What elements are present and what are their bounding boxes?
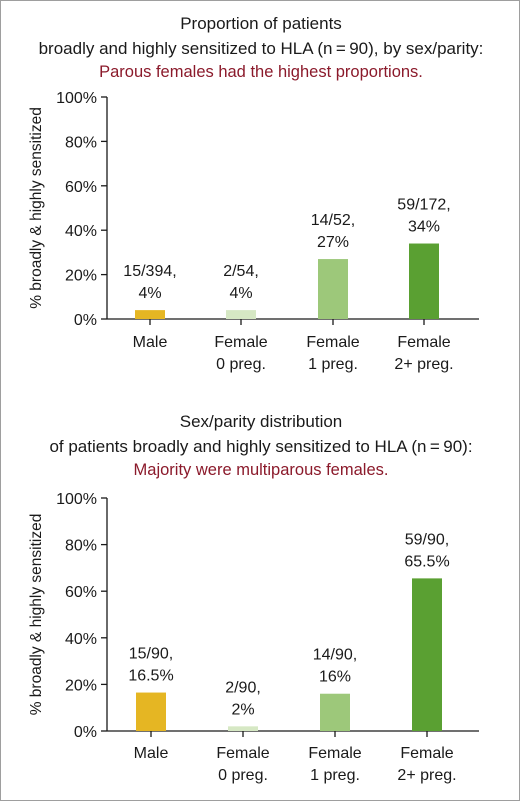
chart2-title-line-2: of patients broadly and highly sensitize… [49,437,472,456]
chart2-bar-2 [228,726,258,731]
chart1-y-tick-label: 20% [65,268,97,285]
chart1-bar-3 [318,259,348,319]
chart1-category-label-2-line-1: Female [214,334,267,351]
chart1-data-label-4-line-1: 59/172, [397,197,450,214]
chart2-bar-4 [412,578,442,731]
chart1-bar-4 [409,243,439,319]
chart1-bar-2 [226,310,256,319]
chart1-category-label-4-line-2: 2+ preg. [394,356,453,373]
chart1-category-label-3-line-2: 1 preg. [308,356,358,373]
chart2-category-label-2-line-2: 0 preg. [218,767,268,784]
chart1-category-label-4-line-1: Female [397,334,450,351]
chart1-data-label-3-line-2: 27% [317,234,349,251]
chart1-data-label-3-line-1: 14/52, [311,212,355,229]
chart2-data-label-2-line-1: 2/90, [225,679,261,696]
chart2-category-label-1-line-1: Male [134,745,169,762]
chart1-category-label-2-line-2: 0 preg. [216,356,266,373]
chart2-y-tick-label: 20% [65,677,97,694]
chart1-data-label-2-line-2: 4% [229,285,252,302]
chart2-data-label-3-line-1: 14/90, [313,647,357,664]
chart2-data-label-4-line-1: 59/90, [405,531,449,548]
chart1-category-label-3-line-1: Female [306,334,359,351]
chart2-category-label-4-line-1: Female [400,745,453,762]
chart1-title-line-1: Proportion of patients [180,14,342,33]
chart1-data-label-4-line-2: 34% [408,219,440,236]
chart2-category-label-2-line-1: Female [216,745,269,762]
chart1-title-line-2: broadly and highly sensitized to HLA (n … [39,39,484,58]
chart1-y-tick-label: 0% [74,312,97,329]
chart1-data-label-1-line-1: 15/394, [123,263,176,280]
chart2-data-label-1-line-2: 16.5% [128,668,173,685]
chart2-y-tick-label: 0% [74,724,97,741]
chart2-y-tick-label: 40% [65,631,97,648]
chart2-y-axis-label: % broadly & highly sensitized [28,514,45,716]
chart2-bar-3 [320,693,350,731]
chart2-y-tick-label: 100% [56,491,97,508]
chart2-data-label-1-line-1: 15/90, [129,646,173,663]
chart2-data-label-4-line-2: 65.5% [404,553,449,570]
chart2-title-line-1: Sex/parity distribution [180,412,343,431]
chart2-data-label-2-line-2: 2% [231,701,254,718]
chart1-subtitle: Parous females had the highest proportio… [99,63,423,81]
chart1-y-tick-label: 100% [56,90,97,107]
chart1-y-tick-label: 60% [65,179,97,196]
chart2-data-label-3-line-2: 16% [319,669,351,686]
chart1-bar-1 [135,310,165,319]
chart2-y-tick-label: 80% [65,538,97,555]
chart1-y-tick-label: 80% [65,134,97,151]
chart1-y-tick-label: 40% [65,223,97,240]
chart2-category-label-4-line-2: 2+ preg. [397,767,456,784]
chart2-bar-1 [136,692,166,731]
chart2-y-tick-label: 60% [65,584,97,601]
chart1-data-label-2-line-1: 2/54, [223,263,259,280]
chart1-category-label-1-line-1: Male [133,334,168,351]
chart2-category-label-3-line-1: Female [308,745,361,762]
chart2-category-label-3-line-2: 1 preg. [310,767,360,784]
chart1-data-label-1-line-2: 4% [138,285,161,302]
chart1-y-axis-label: % broadly & highly sensitized [28,107,45,309]
chart2-subtitle: Majority were multiparous females. [134,461,389,479]
